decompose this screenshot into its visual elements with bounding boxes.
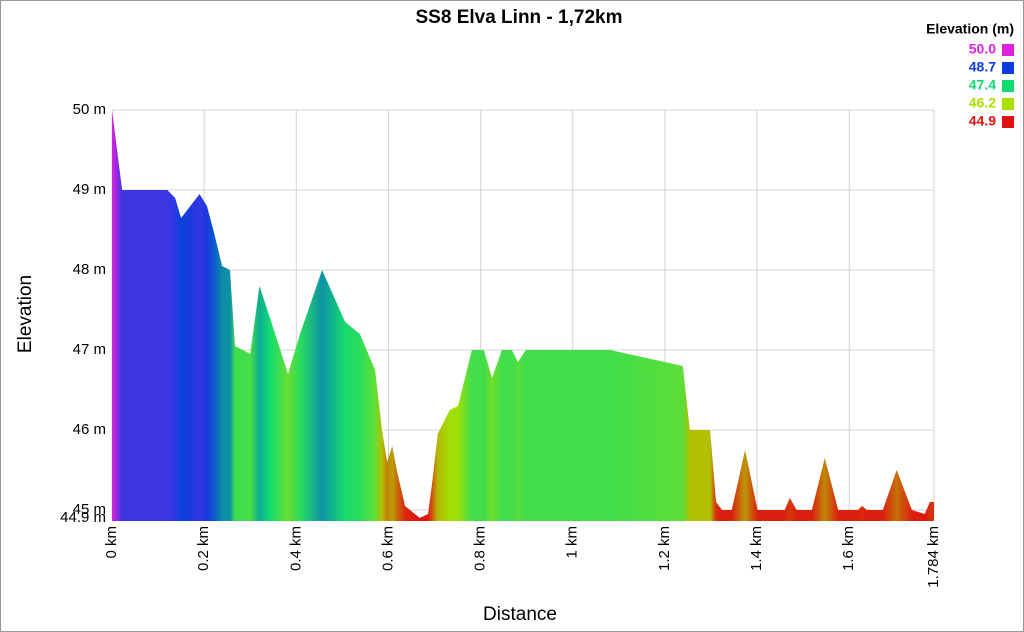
y-tick-label: 46 m xyxy=(73,421,106,438)
legend-swatch xyxy=(1002,44,1014,56)
legend-label: 46.2 xyxy=(969,95,996,111)
legend-swatch xyxy=(1002,62,1014,74)
x-tick-label: 0 km xyxy=(103,526,120,559)
x-tick-label: 1.6 km xyxy=(840,526,857,571)
legend-label: 47.4 xyxy=(969,77,996,93)
legend-swatch xyxy=(1002,116,1014,128)
y-tick-label: 48 m xyxy=(73,261,106,278)
y-tick-label: 45 m xyxy=(73,501,106,518)
elevation-area xyxy=(112,110,934,521)
legend-label: 44.9 xyxy=(969,113,996,129)
legend-label: 50.0 xyxy=(969,41,996,57)
x-tick-label: 1.4 km xyxy=(748,526,765,571)
x-tick-label: 1 km xyxy=(564,526,581,559)
x-axis-label: Distance xyxy=(483,604,557,625)
x-tick-label: 0.6 km xyxy=(379,526,396,571)
legend-label: 48.7 xyxy=(969,59,996,75)
y-tick-label: 47 m xyxy=(73,341,106,358)
legend-swatch xyxy=(1002,98,1014,110)
x-tick-label: 0.8 km xyxy=(472,526,489,571)
y-tick-label: 50 m xyxy=(73,101,106,118)
y-tick-label: 49 m xyxy=(73,181,106,198)
x-tick-label: 0.2 km xyxy=(195,526,212,571)
chart-title: SS8 Elva Linn - 1,72km xyxy=(416,7,623,28)
x-tick-label: 1.2 km xyxy=(656,526,673,571)
y-tick-label: 44.9 m xyxy=(60,509,106,526)
x-tick-label: 0.4 km xyxy=(287,526,304,571)
x-tick-label: 1.784 km xyxy=(925,526,942,588)
legend-title: Elevation (m) xyxy=(926,21,1014,37)
legend-swatch xyxy=(1002,80,1014,92)
y-axis-label: Elevation xyxy=(15,275,36,353)
